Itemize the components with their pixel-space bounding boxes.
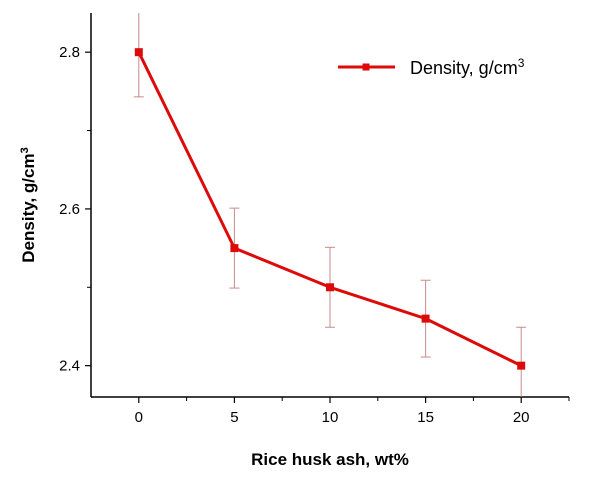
y-tick-label: 2.4 xyxy=(59,358,80,375)
x-tick-label: 20 xyxy=(513,409,530,426)
legend: Density, g/cm3 xyxy=(338,56,525,78)
legend-marker xyxy=(362,63,370,71)
y-axis-title-base: Density, g/cm xyxy=(19,153,38,262)
tick-labels: 0 5 10 15 20 2.4 2.6 2.8 xyxy=(59,44,529,426)
y-tick-label: 2.8 xyxy=(59,44,80,61)
x-tick-label: 5 xyxy=(230,409,238,426)
x-axis-title: Rice husk ash, wt% xyxy=(251,450,409,469)
data-point xyxy=(134,48,143,57)
data-point xyxy=(421,314,430,323)
data-point xyxy=(326,283,334,292)
legend-label-base: Density, g/cm xyxy=(410,58,518,78)
x-tick-label: 15 xyxy=(417,409,434,426)
data-point xyxy=(517,361,526,370)
ticks xyxy=(85,51,570,403)
x-tick-label: 0 xyxy=(135,409,143,426)
data-point xyxy=(230,244,239,253)
y-tick-label: 2.6 xyxy=(59,201,80,218)
legend-label: Density, g/cm3 xyxy=(410,56,525,78)
y-axis-title-sup: 3 xyxy=(19,147,31,153)
y-axis-title: Density, g/cm3 xyxy=(19,147,38,262)
x-tick-label: 10 xyxy=(322,409,339,426)
markers xyxy=(134,48,526,370)
legend-label-sup: 3 xyxy=(518,56,525,70)
